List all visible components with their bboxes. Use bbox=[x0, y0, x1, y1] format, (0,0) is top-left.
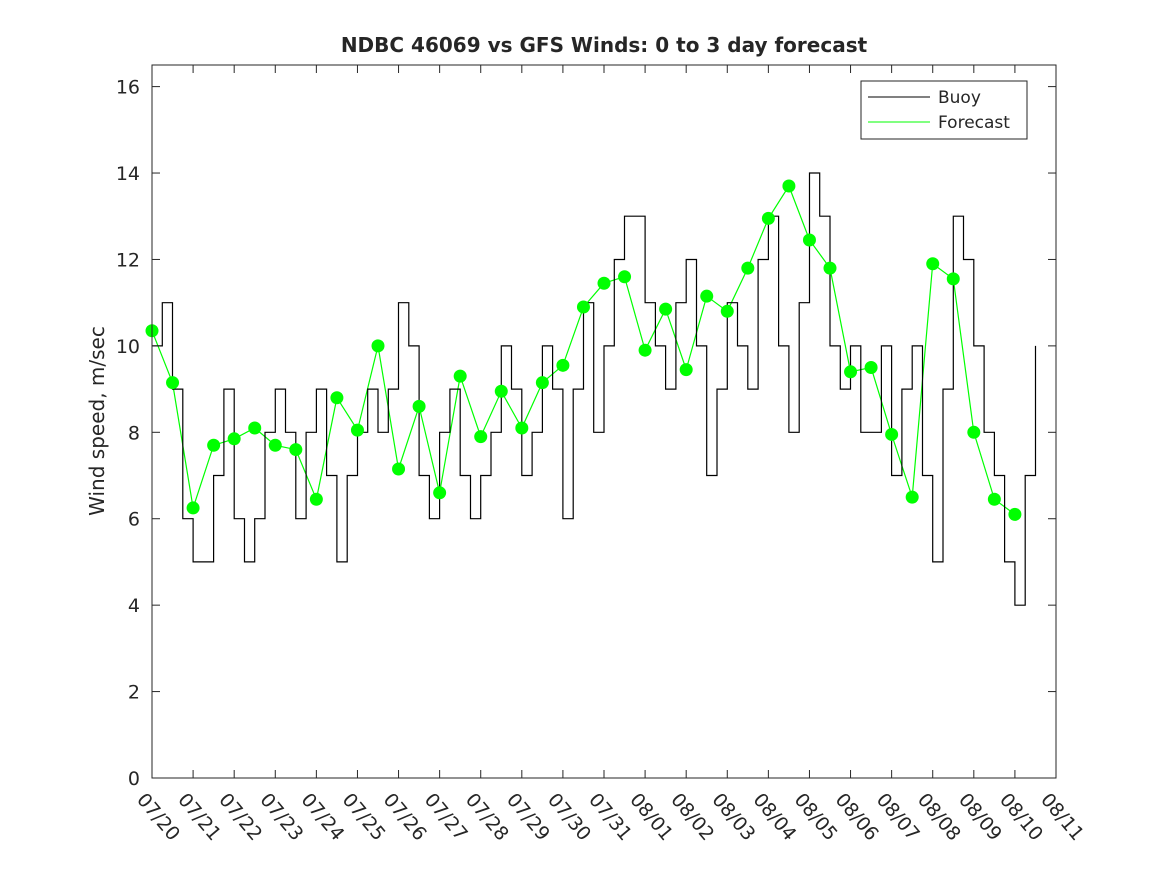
forecast-point bbox=[967, 425, 981, 439]
forecast-point bbox=[576, 300, 590, 314]
forecast-point bbox=[515, 421, 529, 435]
forecast-point bbox=[535, 376, 549, 390]
forecast-point bbox=[597, 276, 611, 290]
forecast-point bbox=[289, 443, 303, 457]
y-tick-label: 4 bbox=[128, 595, 140, 617]
forecast-point bbox=[905, 490, 919, 504]
forecast-point bbox=[741, 261, 755, 275]
forecast-point bbox=[309, 492, 323, 506]
y-tick-label: 12 bbox=[116, 249, 140, 271]
forecast-point bbox=[248, 421, 262, 435]
forecast-point bbox=[227, 432, 241, 446]
forecast-point bbox=[700, 289, 714, 303]
forecast-point bbox=[350, 423, 364, 437]
forecast-point bbox=[556, 358, 570, 372]
y-tick-label: 10 bbox=[116, 336, 140, 358]
y-tick-label: 14 bbox=[116, 163, 140, 185]
forecast-point bbox=[392, 462, 406, 476]
legend: Buoy Forecast bbox=[860, 80, 1028, 140]
y-tick-label: 0 bbox=[128, 768, 140, 790]
chart-title: NDBC 46069 vs GFS Winds: 0 to 3 day fore… bbox=[341, 33, 868, 57]
legend-box bbox=[860, 80, 1028, 140]
forecast-point bbox=[679, 363, 693, 377]
forecast-point bbox=[433, 486, 447, 500]
y-tick-label: 6 bbox=[128, 509, 140, 531]
forecast-point bbox=[186, 501, 200, 515]
y-axis: 0 2 4 6 8 10 12 14 16 bbox=[116, 77, 1056, 790]
forecast-point bbox=[618, 270, 632, 284]
y-axis-label: Wind speed, m/sec bbox=[85, 326, 109, 516]
forecast-point bbox=[371, 339, 385, 353]
forecast-point bbox=[268, 438, 282, 452]
forecast-point bbox=[946, 272, 960, 286]
forecast-point bbox=[761, 211, 775, 225]
forecast-point bbox=[453, 369, 467, 383]
forecast-point bbox=[207, 438, 221, 452]
forecast-point bbox=[864, 360, 878, 374]
buoy-line bbox=[152, 172, 1037, 606]
forecast-point bbox=[166, 376, 180, 390]
y-tick-label: 16 bbox=[116, 77, 140, 99]
forecast-point bbox=[782, 179, 796, 193]
buoy-series-group bbox=[152, 172, 1037, 606]
forecast-point bbox=[474, 430, 488, 444]
forecast-point bbox=[823, 261, 837, 275]
forecast-markers-group bbox=[145, 179, 1022, 521]
forecast-point bbox=[659, 302, 673, 316]
forecast-point bbox=[885, 427, 899, 441]
y-tick-label: 8 bbox=[128, 422, 140, 444]
forecast-point bbox=[412, 399, 426, 413]
forecast-point bbox=[1008, 507, 1022, 521]
forecast-point bbox=[720, 304, 734, 318]
forecast-point bbox=[802, 233, 816, 247]
legend-label-buoy: Buoy bbox=[938, 88, 981, 108]
forecast-point bbox=[926, 257, 940, 271]
forecast-point bbox=[330, 391, 344, 405]
forecast-point bbox=[638, 343, 652, 357]
legend-label-forecast: Forecast bbox=[938, 113, 1010, 133]
forecast-point bbox=[494, 384, 508, 398]
forecast-point bbox=[987, 492, 1001, 506]
y-tick-label: 2 bbox=[128, 682, 140, 704]
forecast-point bbox=[844, 365, 858, 379]
